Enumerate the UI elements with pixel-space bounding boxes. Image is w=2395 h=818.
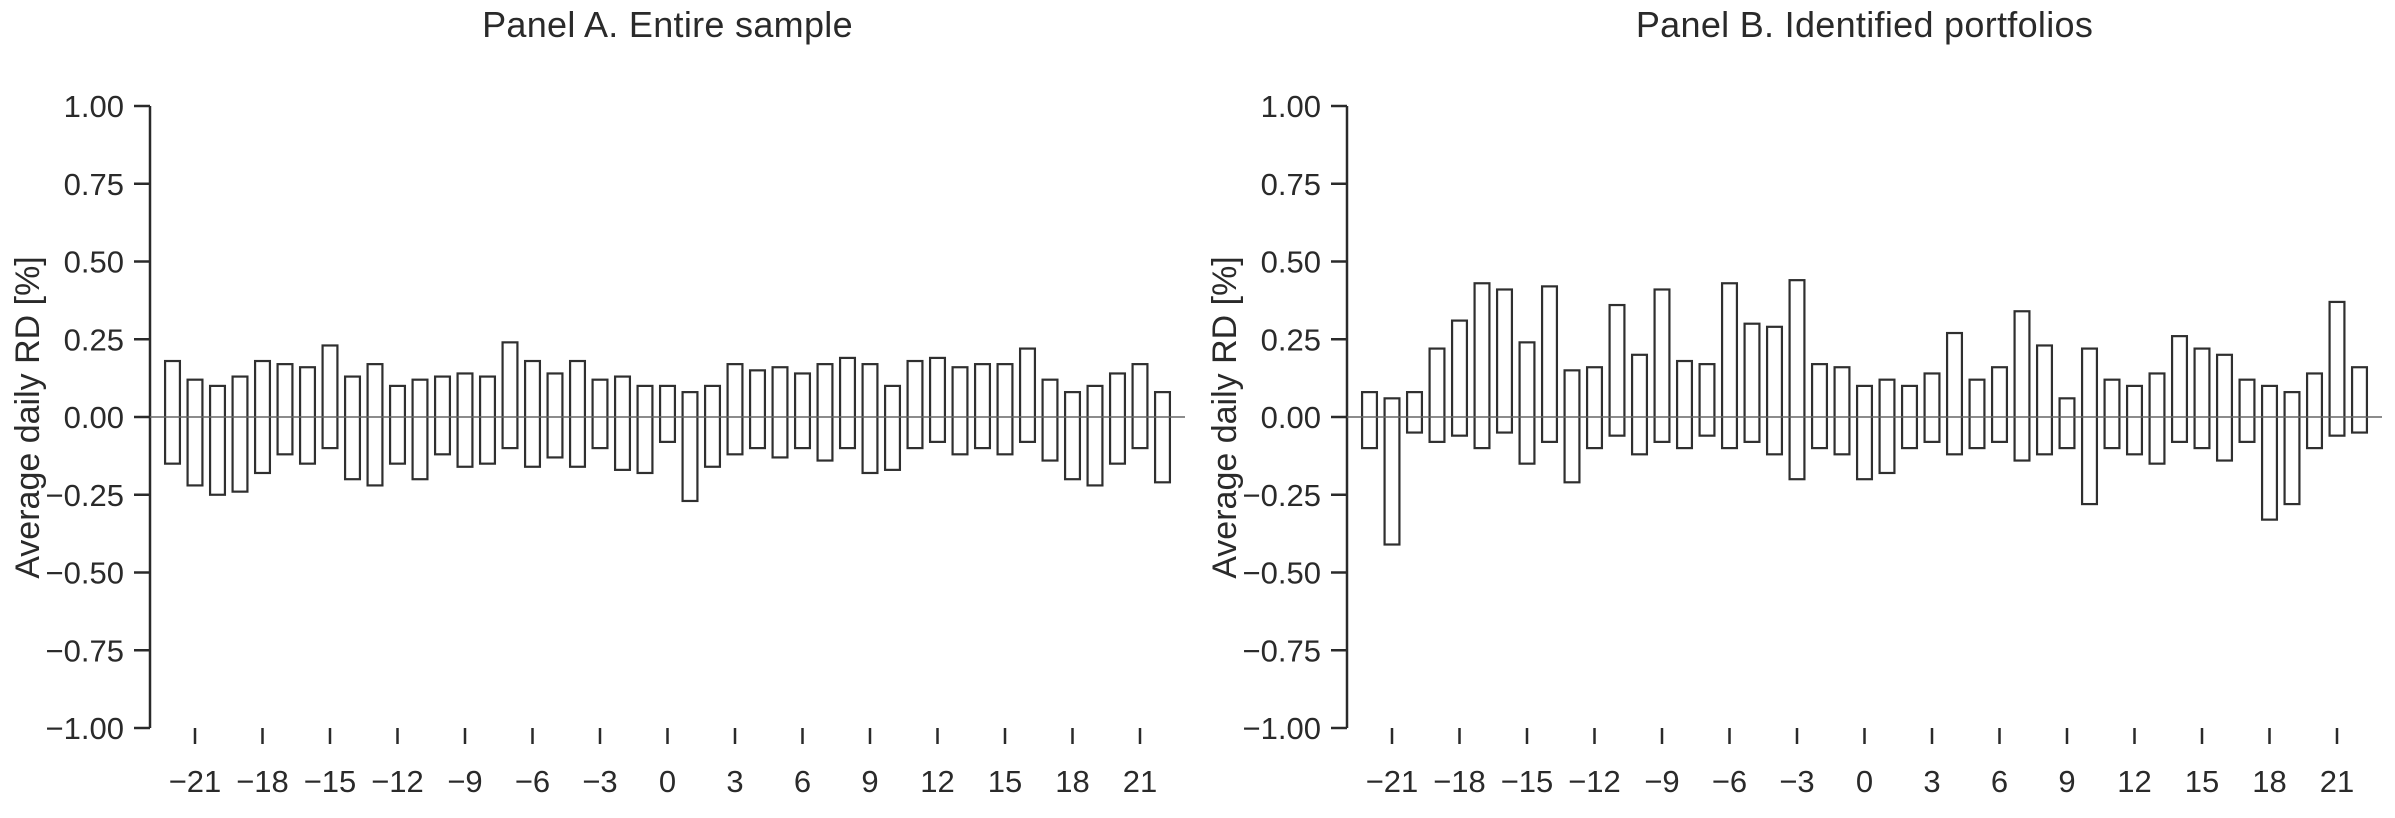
- svg-text:6: 6: [1991, 764, 2008, 799]
- svg-text:1.00: 1.00: [1261, 89, 1321, 124]
- svg-text:0.50: 0.50: [64, 245, 124, 280]
- svg-text:0.25: 0.25: [64, 322, 124, 357]
- svg-text:0: 0: [1856, 764, 1873, 799]
- svg-text:−18: −18: [1433, 764, 1486, 799]
- svg-text:−0.50: −0.50: [1243, 556, 1321, 591]
- svg-text:9: 9: [861, 764, 878, 799]
- svg-text:−21: −21: [1366, 764, 1419, 799]
- panel-a: 1.00 0.75 0.50 0.25 0.00 −0.25 −0.50 −0.75 −1.00…: [0, 0, 1197, 818]
- svg-text:9: 9: [2058, 764, 2075, 799]
- panel-a-title: Panel A. Entire sample: [482, 4, 853, 45]
- svg-text:−0.75: −0.75: [46, 633, 124, 668]
- panel-b-plot: 1.00 0.75 0.50 0.25 0.00 −0.25 −0.50 −0.75 −1.00…: [1243, 89, 2382, 799]
- svg-text:18: 18: [1055, 764, 1089, 799]
- svg-text:−6: −6: [1712, 764, 1747, 799]
- svg-text:3: 3: [726, 764, 743, 799]
- svg-text:−15: −15: [304, 764, 357, 799]
- svg-text:−15: −15: [1501, 764, 1554, 799]
- svg-text:−0.25: −0.25: [46, 478, 124, 513]
- svg-text:−9: −9: [1644, 764, 1679, 799]
- svg-text:0: 0: [659, 764, 676, 799]
- svg-text:0.75: 0.75: [64, 167, 124, 202]
- svg-text:−6: −6: [515, 764, 550, 799]
- svg-text:18: 18: [2252, 764, 2286, 799]
- svg-text:0.25: 0.25: [1261, 322, 1321, 357]
- svg-text:12: 12: [2117, 764, 2151, 799]
- svg-text:21: 21: [1123, 764, 1157, 799]
- panel-b-title: Panel B. Identified portfolios: [1635, 4, 2094, 45]
- svg-text:0.75: 0.75: [1261, 167, 1321, 202]
- svg-text:15: 15: [988, 764, 1022, 799]
- svg-text:15: 15: [2185, 764, 2219, 799]
- svg-text:6: 6: [794, 764, 811, 799]
- svg-text:−1.00: −1.00: [46, 711, 124, 746]
- svg-text:−12: −12: [1568, 764, 1621, 799]
- svg-text:3: 3: [1923, 764, 1940, 799]
- svg-text:−3: −3: [1779, 764, 1814, 799]
- svg-text:1.00: 1.00: [64, 89, 124, 124]
- panel-a-plot: 1.00 0.75 0.50 0.25 0.00 −0.25 −0.50 −0.75 −1.00…: [46, 89, 1185, 799]
- svg-text:−9: −9: [447, 764, 482, 799]
- panel-b: 1.00 0.75 0.50 0.25 0.00 −0.25 −0.50 −0.75 −1.00…: [1197, 0, 2394, 818]
- svg-text:−21: −21: [169, 764, 222, 799]
- svg-text:−18: −18: [236, 764, 289, 799]
- svg-text:−3: −3: [582, 764, 617, 799]
- svg-text:12: 12: [920, 764, 954, 799]
- svg-text:−12: −12: [371, 764, 424, 799]
- svg-text:0.00: 0.00: [1261, 400, 1321, 435]
- svg-text:0.50: 0.50: [1261, 245, 1321, 280]
- svg-text:−0.75: −0.75: [1243, 633, 1321, 668]
- svg-text:−0.50: −0.50: [46, 556, 124, 591]
- svg-text:0.00: 0.00: [64, 400, 124, 435]
- svg-text:21: 21: [2320, 764, 2354, 799]
- svg-text:−0.25: −0.25: [1243, 478, 1321, 513]
- svg-text:−1.00: −1.00: [1243, 711, 1321, 746]
